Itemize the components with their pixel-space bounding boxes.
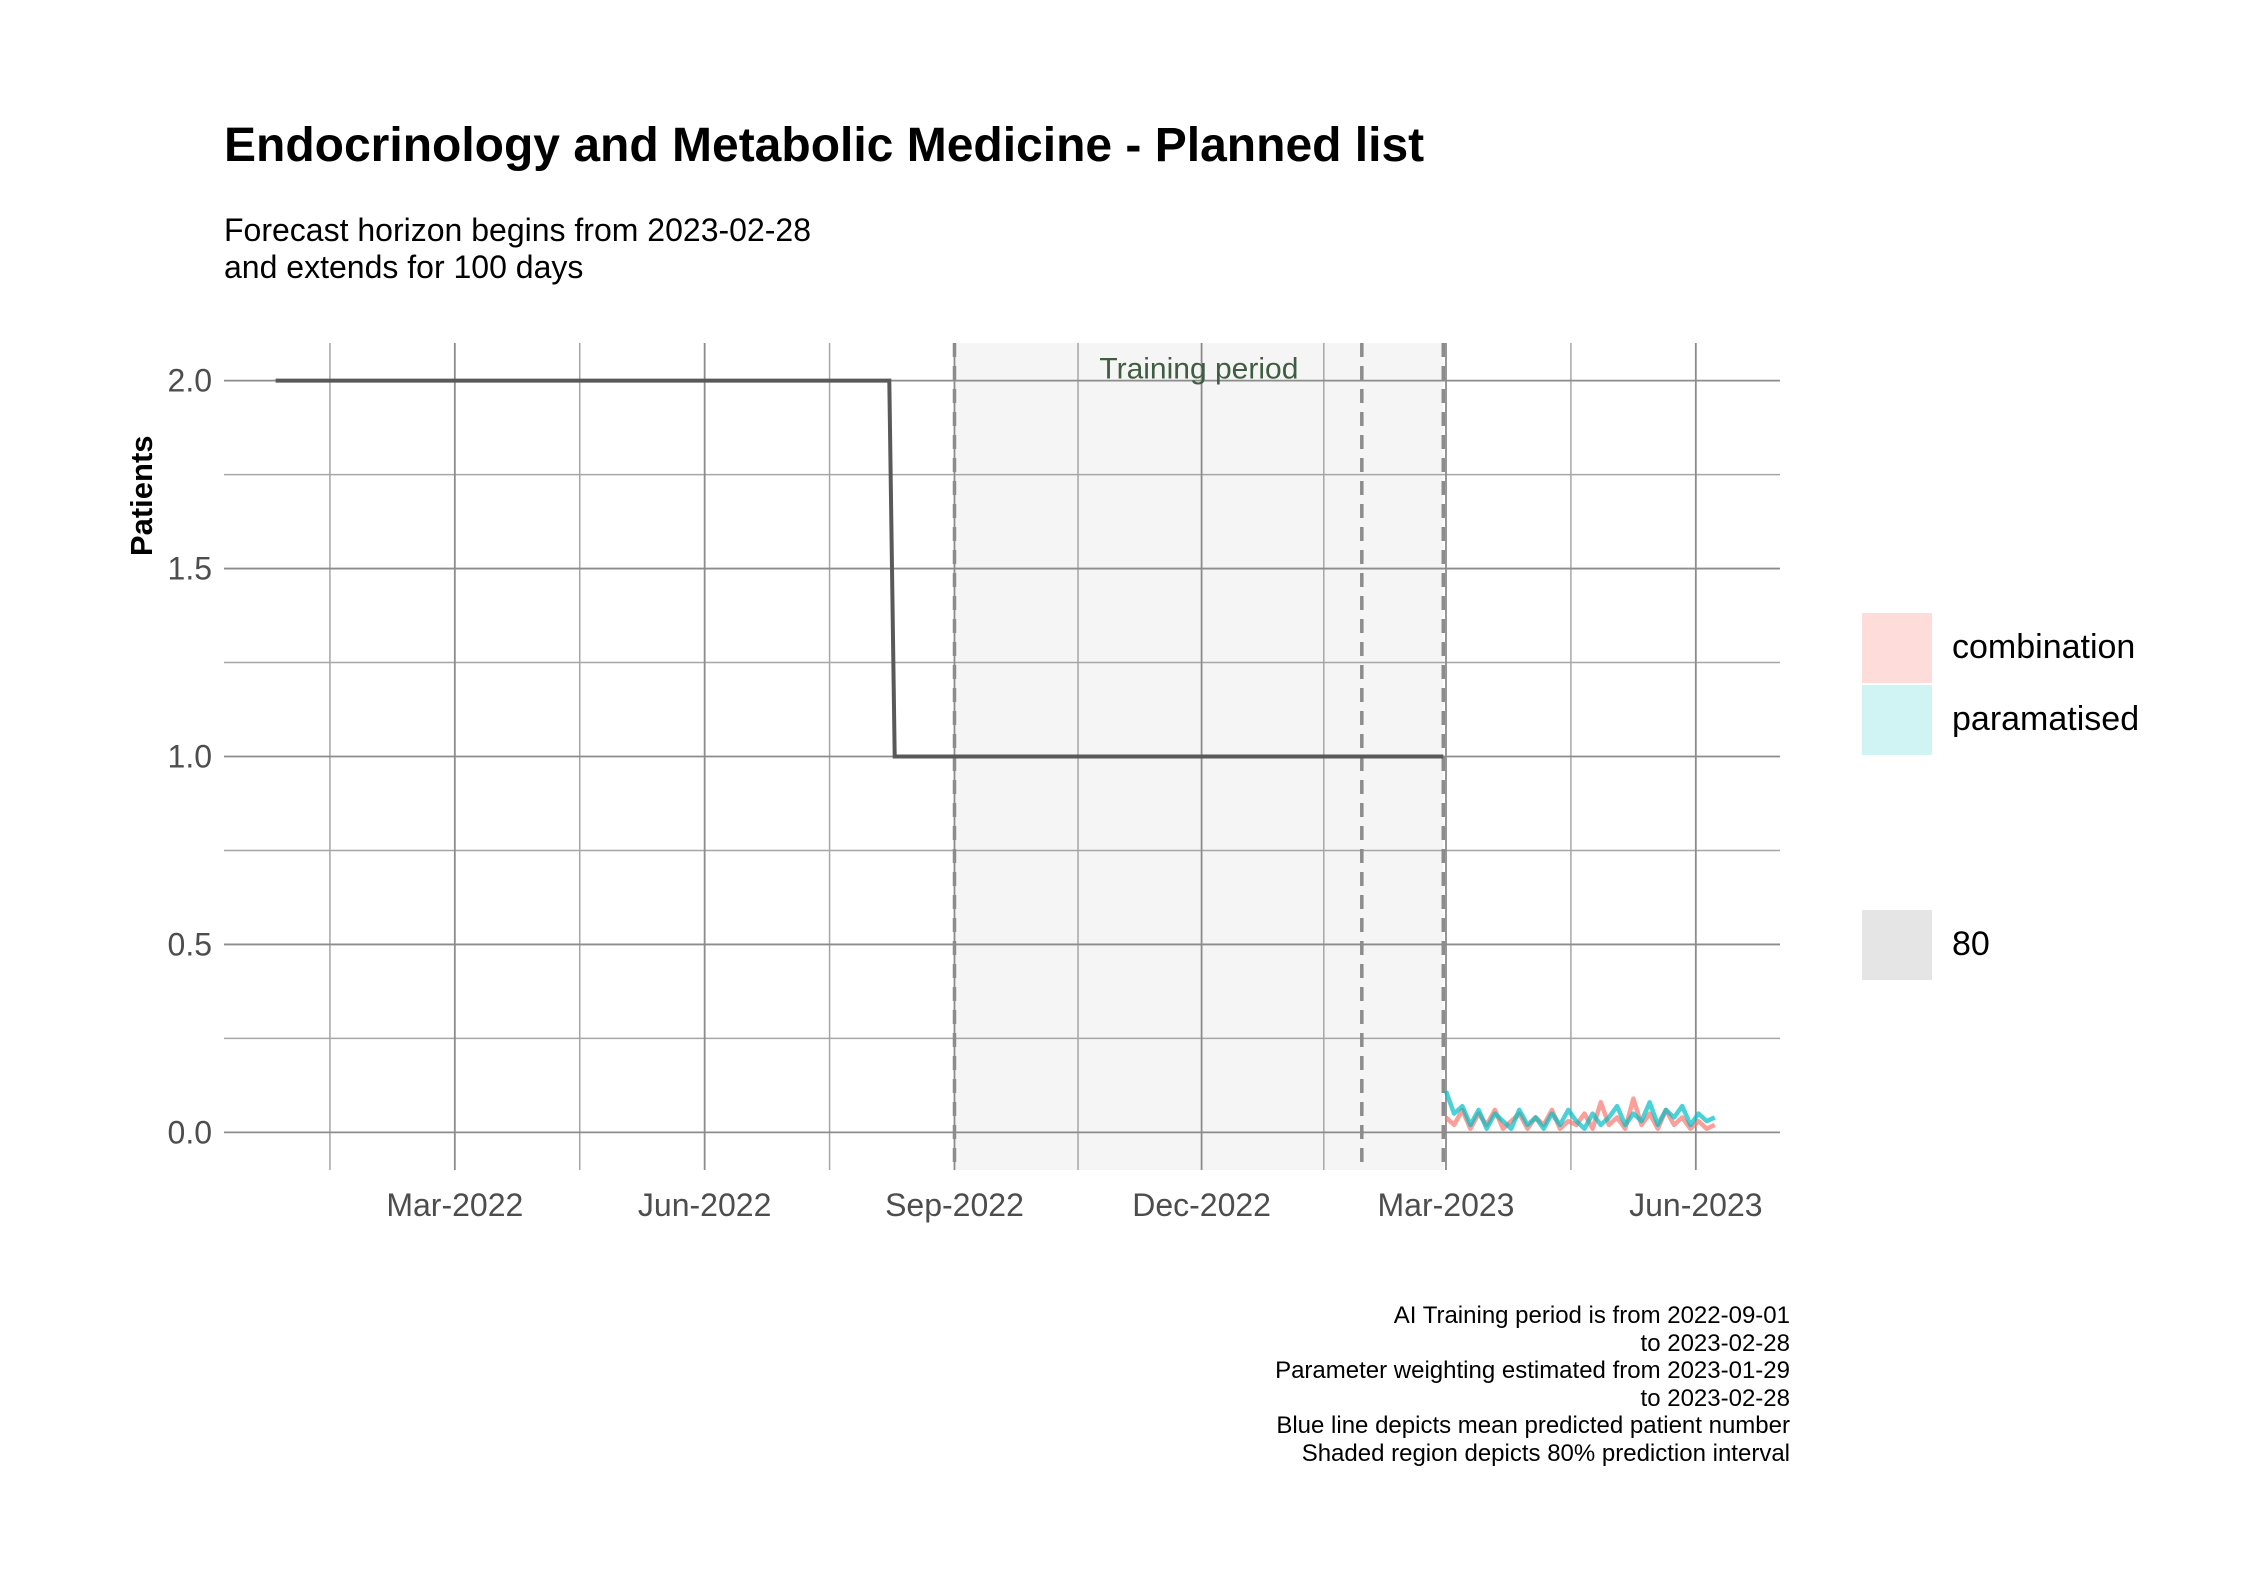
x-tick-label: Sep-2022 [885, 1187, 1024, 1223]
x-tick-label: Jun-2022 [638, 1187, 771, 1223]
x-tick-label: Mar-2022 [386, 1187, 523, 1223]
y-tick-label: 1.0 [168, 739, 212, 775]
legend-key-combination [1862, 613, 1932, 683]
caption-line: Shaded region depicts 80% prediction int… [1301, 1439, 1790, 1467]
chart-title: Endocrinology and Metabolic Medicine - P… [224, 119, 1425, 172]
legend-key-interval-80 [1862, 910, 1932, 980]
x-tick-label: Dec-2022 [1132, 1187, 1271, 1223]
y-tick-label: 0.5 [168, 926, 212, 962]
caption-line: Parameter weighting estimated from 2023-… [1275, 1357, 1790, 1384]
caption-line: AI Training period is from 2022-09-01 [1393, 1302, 1790, 1329]
caption-line: to 2023-02-28 [1640, 1329, 1790, 1357]
caption-line: Blue line depicts mean predicted patient… [1276, 1412, 1790, 1439]
series-line-paramatised [1443, 1090, 1716, 1131]
legend-label-combination: combination [1952, 628, 2136, 666]
observed-series-line [275, 378, 1444, 759]
legend-label-paramatised: paramatised [1952, 700, 2140, 738]
subtitle-line: Forecast horizon begins from 2023-02-28 [224, 212, 811, 248]
subtitle-line: and extends for 100 days [224, 249, 584, 285]
y-tick-label: 0.0 [168, 1114, 212, 1150]
y-axis-label: Patients [124, 435, 159, 556]
caption-line: to 2023-02-28 [1640, 1384, 1790, 1412]
training-period-label: Training period [1099, 353, 1298, 386]
legend-label-interval-80: 80 [1952, 925, 1990, 963]
legend-key-paramatised [1862, 685, 1932, 755]
y-tick-label: 1.5 [168, 551, 212, 587]
chart-subtitle: Forecast horizon begins from 2023-02-28 … [224, 212, 811, 286]
x-tick-label: Jun-2023 [1629, 1187, 1762, 1223]
chart-caption: AI Training period is from 2022-09-01 to… [1275, 1302, 1790, 1467]
x-tick-label: Mar-2023 [1378, 1187, 1515, 1223]
y-tick-label: 2.0 [168, 363, 212, 399]
